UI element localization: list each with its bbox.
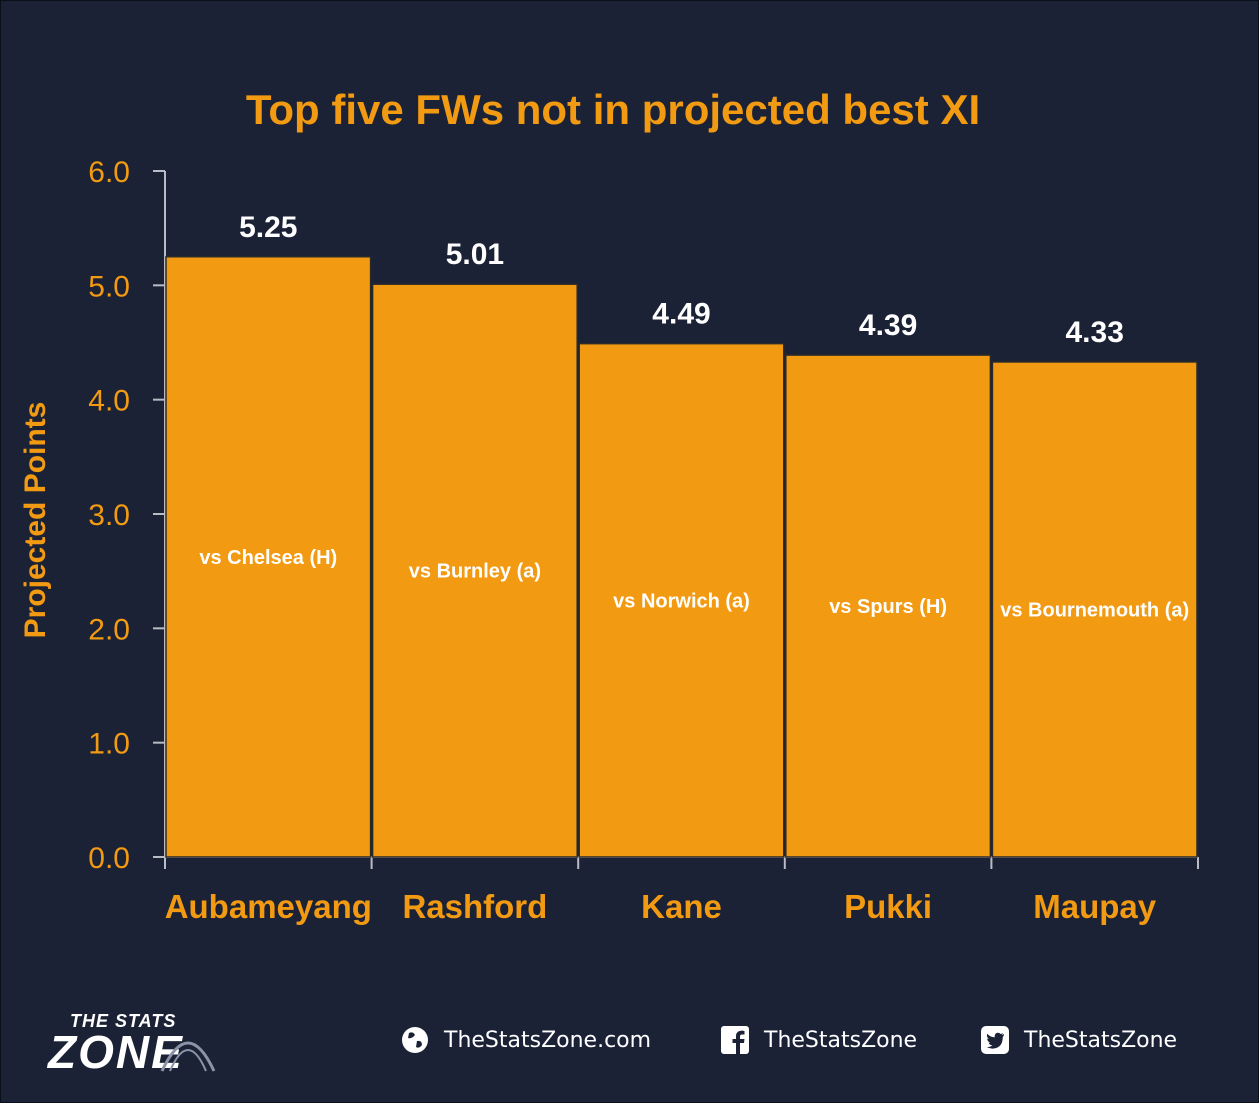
y-tick-label: 0.0 <box>88 842 130 875</box>
bar <box>991 361 1198 858</box>
data-label: 4.33 <box>1066 316 1124 349</box>
bar <box>371 283 578 858</box>
y-tick-label: 3.0 <box>88 499 130 532</box>
website-link-text: TheStatsZone.com <box>444 1027 652 1053</box>
logo-swoosh-icon <box>160 1041 216 1072</box>
globe-icon <box>402 1027 428 1053</box>
logo-line2: ZONE <box>48 1026 184 1078</box>
x-tick-label: Maupay <box>1033 888 1157 925</box>
y-tick-label: 2.0 <box>88 613 130 646</box>
y-tick-label: 6.0 <box>88 156 130 189</box>
bar-chart: Top five FWs not in projected best XI Pr… <box>19 86 1199 925</box>
bar-annotation: vs Norwich (a) <box>613 590 750 612</box>
x-tick-label: Aubameyang <box>165 888 372 925</box>
footer: THE STATS ZONE TheStatsZone.com TheStats… <box>0 1005 1259 1085</box>
y-axis-label: Projected Points <box>19 402 52 639</box>
twitter-link-text: TheStatsZone <box>1024 1027 1178 1053</box>
bar-annotation: vs Chelsea (H) <box>199 547 337 569</box>
chart-title: Top five FWs not in projected best XI <box>246 86 980 133</box>
data-label: 5.01 <box>446 238 504 271</box>
x-tick-label: Pukki <box>844 888 932 925</box>
bar-annotation: vs Spurs (H) <box>829 596 947 618</box>
logo-line1: THE STATS <box>70 1011 177 1031</box>
bar <box>578 342 785 858</box>
y-tick-label: 4.0 <box>88 385 130 418</box>
x-tick-label: Rashford <box>402 888 547 925</box>
bars-group: 5.25 vs Chelsea (H) Aubameyang 5.01 vs Burnl… <box>165 211 1198 925</box>
facebook-link[interactable]: TheStatsZone <box>720 1025 917 1055</box>
facebook-link-text: TheStatsZone <box>764 1027 918 1053</box>
bar <box>785 354 992 858</box>
x-tick-label: Kane <box>641 888 722 925</box>
bar-annotation: vs Burnley (a) <box>409 561 541 583</box>
facebook-icon <box>721 1026 749 1054</box>
bar-annotation: vs Bournemouth (a) <box>1000 599 1189 621</box>
bar <box>165 256 372 858</box>
y-tick-label: 5.0 <box>88 270 130 303</box>
axes: 0.0 1.0 2.0 3.0 4.0 5.0 6.0 <box>88 156 1199 875</box>
data-label: 4.49 <box>652 298 710 331</box>
twitter-link[interactable]: TheStatsZone <box>980 1025 1177 1055</box>
twitter-icon <box>981 1026 1009 1054</box>
data-label: 4.39 <box>859 309 917 342</box>
website-link[interactable]: TheStatsZone.com <box>400 1025 651 1055</box>
stats-zone-logo: THE STATS ZONE <box>48 1011 268 1078</box>
data-label: 5.25 <box>239 211 297 244</box>
y-tick-label: 1.0 <box>88 728 130 761</box>
